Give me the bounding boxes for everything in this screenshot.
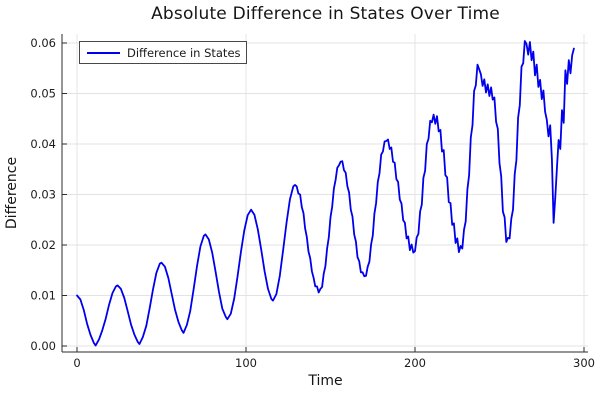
y-tick-label: 0.06 (30, 36, 56, 50)
y-tick-label: 0.01 (30, 289, 56, 303)
x-tick-label: 100 (235, 356, 257, 370)
legend-line-sample (87, 51, 120, 54)
y-tick-label: 0.04 (30, 137, 56, 151)
y-tick-label: 0.05 (30, 87, 56, 101)
y-axis-label: Difference (4, 156, 20, 230)
x-tick-label: 300 (573, 356, 595, 370)
legend: Difference in States (79, 41, 247, 64)
x-tick-label: 200 (404, 356, 426, 370)
chart-title: Absolute Difference in States Over Time (151, 4, 500, 24)
y-tick-label: 0.00 (30, 339, 56, 353)
x-tick-label: 0 (73, 356, 80, 370)
x-axis-label: Time (308, 373, 343, 389)
series-line (76, 40, 575, 347)
y-tick-label: 0.03 (30, 188, 56, 202)
y-tick-label: 0.02 (30, 238, 56, 252)
legend-label: Difference in States (127, 45, 241, 60)
